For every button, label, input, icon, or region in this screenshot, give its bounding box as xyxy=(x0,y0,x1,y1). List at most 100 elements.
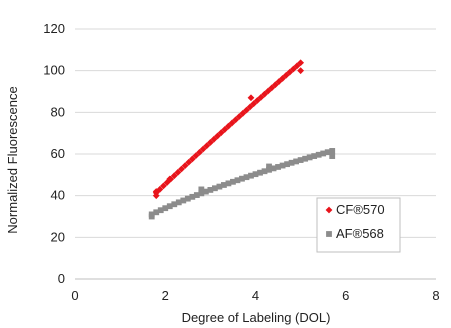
trendline-marker-2 xyxy=(180,197,187,204)
trendline-marker-2 xyxy=(153,209,160,216)
trendline-marker-2 xyxy=(261,168,268,175)
trendline-marker-1 xyxy=(192,152,200,160)
trendline-marker-2 xyxy=(279,162,286,169)
trendline-marker-2 xyxy=(320,150,327,157)
trendline-marker-1 xyxy=(221,126,229,133)
trendline-marker-2 xyxy=(171,201,178,208)
trendline-marker-2 xyxy=(315,151,322,158)
trendline-marker-1 xyxy=(214,132,221,140)
trendline-marker-2 xyxy=(243,174,250,181)
trendline-marker-1 xyxy=(206,139,214,146)
legend-marker-series-1 xyxy=(325,206,333,214)
legend-label-series-2: AF®568 xyxy=(336,226,384,241)
data-point-series-2 xyxy=(148,213,155,220)
trendline-marker-2 xyxy=(302,155,309,162)
x-tick-label: 4 xyxy=(252,288,259,303)
y-tick-label: 0 xyxy=(58,271,65,286)
trendline-marker-2 xyxy=(230,178,236,185)
trendline-marker-2 xyxy=(239,175,245,182)
legend-marker-series-2 xyxy=(326,231,332,237)
data-point-series-1 xyxy=(297,67,305,75)
trendline-marker-2 xyxy=(221,182,227,188)
trendline-marker-2 xyxy=(216,183,223,190)
data-point-series-1 xyxy=(247,94,255,102)
trendline-marker-1 xyxy=(170,172,178,180)
trendline-marker-1 xyxy=(239,109,247,117)
trendline-marker-1 xyxy=(243,106,250,114)
trendline-marker-1 xyxy=(199,145,207,153)
trendline-marker-2 xyxy=(284,161,290,168)
trendline-marker-2 xyxy=(311,153,318,159)
x-tick-label: 8 xyxy=(432,288,439,303)
trendline-marker-1 xyxy=(178,165,185,173)
data-points xyxy=(148,67,336,220)
data-point-series-2 xyxy=(329,153,336,159)
data-point-series-1 xyxy=(152,192,160,200)
trendline-marker-2 xyxy=(270,165,277,172)
data-point-series-1 xyxy=(152,188,160,195)
y-tick-label: 100 xyxy=(43,63,65,78)
trendline-marker-2 xyxy=(257,169,263,176)
x-axis-label: Degree of Labeling (DOL) xyxy=(182,310,331,325)
data-point-series-2 xyxy=(266,163,272,170)
trendline-marker-1 xyxy=(203,142,211,150)
trendline-marker-2 xyxy=(234,177,241,184)
y-tick-label: 60 xyxy=(51,146,65,161)
trendline-marker-2 xyxy=(266,166,272,173)
trendline-marker-1 xyxy=(297,59,305,67)
trendline-marker-2 xyxy=(324,149,331,156)
trendline-marker-2 xyxy=(207,187,214,193)
trendline-marker-2 xyxy=(252,171,259,178)
data-point-series-1 xyxy=(166,175,174,183)
trendline-marker-2 xyxy=(193,192,200,198)
x-tick-label: 2 xyxy=(162,288,169,303)
trendline-marker-1 xyxy=(268,84,276,92)
trendline-marker-1 xyxy=(232,116,240,124)
trendline-marker-2 xyxy=(306,154,313,161)
trendline-marker-1 xyxy=(163,179,171,186)
trendline-marker-2 xyxy=(225,180,232,187)
trendline-marker-2 xyxy=(189,193,196,200)
trendline-marker-1 xyxy=(181,162,189,170)
trendline-marker-1 xyxy=(156,185,164,193)
y-tick-label: 40 xyxy=(51,188,65,203)
y-tick-label: 120 xyxy=(43,21,65,36)
x-tick-label: 0 xyxy=(71,288,78,303)
trendline-marker-2 xyxy=(297,157,304,163)
trendline-marker-1 xyxy=(253,97,261,104)
x-tick-label: 6 xyxy=(342,288,349,303)
y-axis-label: Normalized Fluorescence xyxy=(5,86,20,233)
trendline-marker-2 xyxy=(162,205,169,212)
trendline-marker-2 xyxy=(288,159,295,166)
data-point-series-2 xyxy=(198,186,205,193)
trendline-marker-1 xyxy=(210,135,218,143)
y-tick-label: 20 xyxy=(51,229,65,244)
legend-box xyxy=(316,197,401,253)
trendline-marker-1 xyxy=(250,100,258,108)
trendline-marker-1 xyxy=(160,182,167,190)
trendline-marker-1 xyxy=(188,155,196,163)
legend-label-series-1: CF®570 xyxy=(336,202,385,217)
trendline-marker-2 xyxy=(202,188,209,195)
trendline-marker-2 xyxy=(248,172,254,179)
trendline-marker-1 xyxy=(225,122,232,130)
trendline-marker-2 xyxy=(211,185,218,192)
trendline-marker-2 xyxy=(293,158,300,165)
trendline-marker-2 xyxy=(184,195,191,202)
trendline-marker-1 xyxy=(246,103,254,111)
trendline-marker-2 xyxy=(198,190,205,197)
trendline-marker-1 xyxy=(174,168,182,176)
trendline-marker-2 xyxy=(329,148,336,154)
trendline-marker-1 xyxy=(196,148,203,156)
tick-labels: 0 20 40 60 80 100 120 0 2 4 6 8 xyxy=(43,21,439,303)
trendline-marker-2 xyxy=(157,207,164,214)
trendline-marker-1 xyxy=(282,71,290,79)
trendline-marker-2 xyxy=(275,164,281,170)
trendline-marker-1 xyxy=(228,119,236,127)
trendline-marker-1 xyxy=(217,129,225,137)
trendline-marker-2 xyxy=(166,203,173,210)
y-tick-label: 80 xyxy=(51,104,65,119)
trendline-marker-1 xyxy=(185,158,193,166)
